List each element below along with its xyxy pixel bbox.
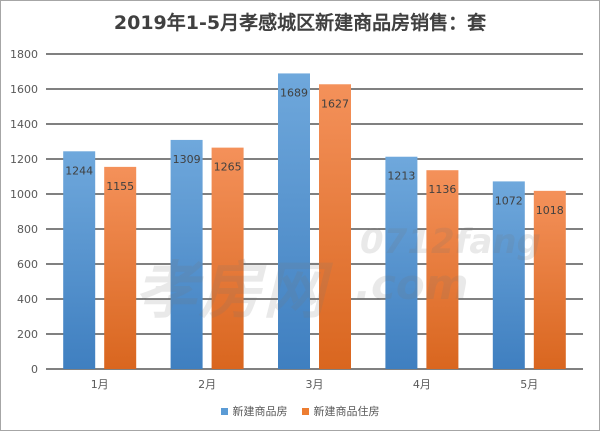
- x-tick-label: 2月: [198, 378, 216, 391]
- x-tick-label: 3月: [306, 378, 324, 391]
- y-tick-label: 1800: [10, 48, 38, 61]
- x-tick-label: 4月: [413, 378, 431, 391]
- data-label: 1018: [536, 204, 564, 217]
- y-tick-label: 600: [17, 258, 38, 271]
- bar-new-residential: [533, 190, 566, 369]
- legend-item-series-2: 新建商品住房: [301, 403, 380, 419]
- data-label: 1309: [173, 153, 201, 166]
- data-label: 1244: [65, 164, 93, 177]
- data-label: 1213: [387, 170, 415, 183]
- bar-new-commercial: [385, 156, 418, 369]
- y-tick-label: 1200: [10, 153, 38, 166]
- chart-title: 2019年1-5月孝感城区新建商品房销售：套: [113, 12, 487, 34]
- legend: 新建商品房 新建商品住房: [0, 403, 600, 419]
- y-tick-label: 200: [17, 328, 38, 341]
- y-tick-label: 1400: [10, 118, 38, 131]
- x-tick-label: 1月: [91, 378, 109, 391]
- x-tick-label: 5月: [520, 378, 538, 391]
- bar-new-residential: [211, 147, 244, 369]
- bar-new-commercial: [170, 139, 203, 369]
- y-tick-label: 800: [17, 223, 38, 236]
- bar-new-residential: [426, 170, 459, 369]
- y-tick-label: 400: [17, 293, 38, 306]
- data-label: 1136: [428, 183, 456, 196]
- legend-label: 新建商品住房: [313, 405, 380, 418]
- y-tick-label: 0: [31, 363, 38, 376]
- bar-new-commercial: [492, 181, 525, 369]
- data-label: 1265: [214, 161, 242, 174]
- legend-item-series-1: 新建商品房: [220, 403, 288, 419]
- bar-new-commercial: [278, 73, 310, 370]
- data-label: 1072: [495, 194, 523, 207]
- y-tick-label: 1600: [10, 83, 38, 96]
- legend-swatch: [220, 407, 228, 415]
- bar-new-commercial: [63, 151, 96, 369]
- bar-new-residential: [104, 166, 137, 369]
- data-label: 1155: [106, 180, 134, 193]
- bar-new-residential: [319, 84, 351, 370]
- y-tick-label: 1000: [10, 188, 38, 201]
- legend-label: 新建商品房: [232, 405, 288, 418]
- data-label: 1627: [321, 97, 349, 110]
- legend-swatch: [301, 407, 309, 415]
- data-label: 1689: [280, 86, 308, 99]
